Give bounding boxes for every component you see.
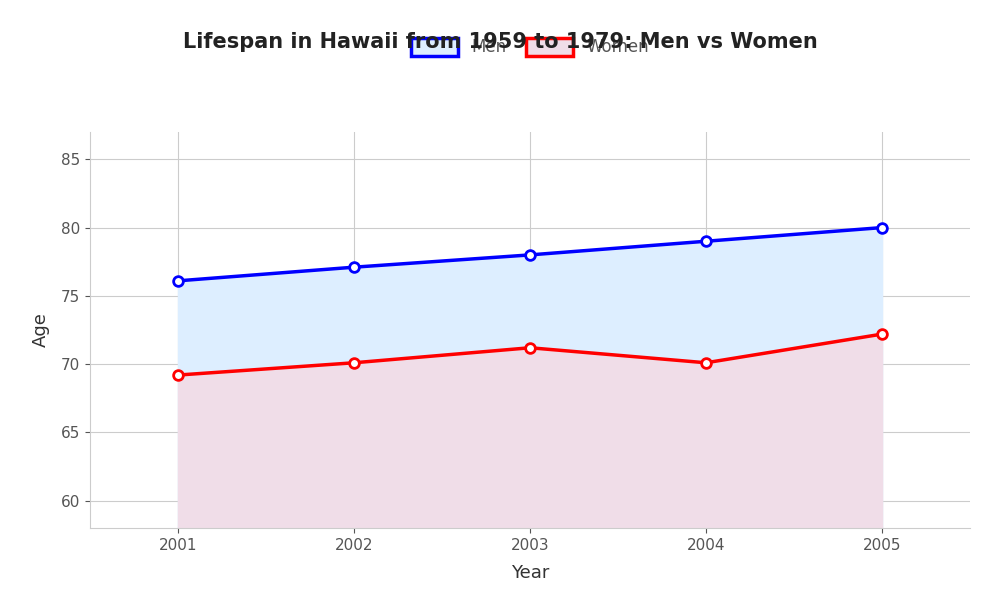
X-axis label: Year: Year	[511, 564, 549, 582]
Y-axis label: Age: Age	[32, 313, 50, 347]
Legend: Men, Women: Men, Women	[403, 29, 657, 65]
Text: Lifespan in Hawaii from 1959 to 1979: Men vs Women: Lifespan in Hawaii from 1959 to 1979: Me…	[183, 32, 817, 52]
